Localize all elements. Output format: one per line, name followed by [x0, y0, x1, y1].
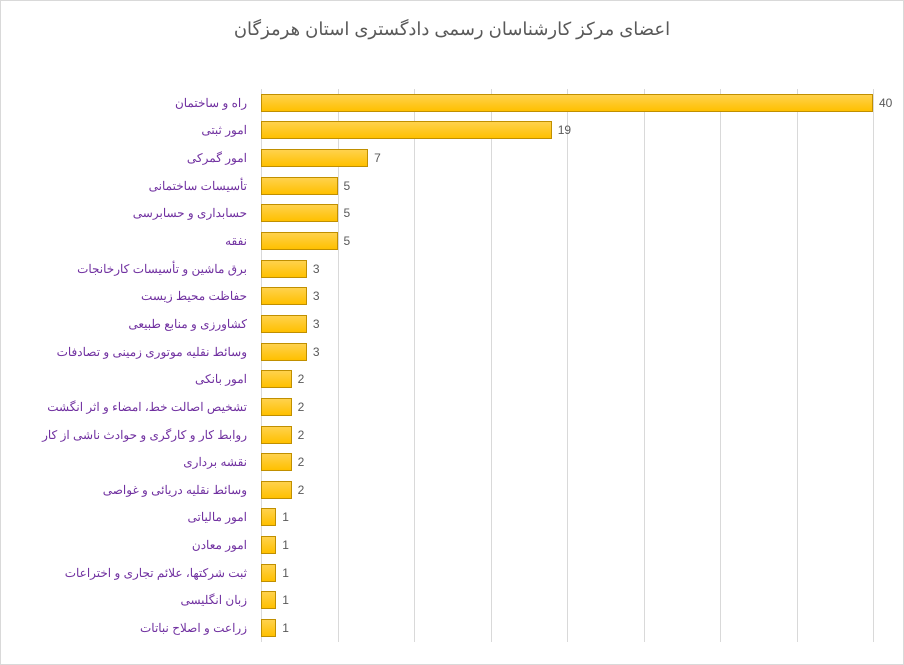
y-axis-label: امور مالیاتی: [1, 508, 253, 526]
y-axis-label: وسائط نقلیه موتوری زمینی و تصادفات: [1, 343, 253, 361]
y-axis-label: حسابداری و حسابرسی: [1, 204, 253, 222]
bar-row: 3: [261, 287, 873, 305]
bar-row: 3: [261, 260, 873, 278]
bar: [261, 343, 307, 361]
chart-container: اعضای مرکز کارشناسان رسمی دادگستری استان…: [0, 0, 904, 665]
value-label: 7: [374, 151, 381, 165]
value-label: 19: [558, 123, 571, 137]
value-label: 1: [282, 566, 289, 580]
value-label: 40: [879, 96, 892, 110]
y-axis-label: روابط کار و کارگری و حوادث ناشی از کار: [1, 426, 253, 444]
bar-row: 3: [261, 343, 873, 361]
y-axis-labels: راه و ساختمان امور ثبتی امور گمرکی تأسیسات …: [1, 89, 253, 642]
bar: [261, 591, 276, 609]
bar: [261, 508, 276, 526]
value-label: 1: [282, 621, 289, 635]
bar-row: 2: [261, 370, 873, 388]
bar-row: 2: [261, 453, 873, 471]
value-label: 3: [313, 317, 320, 331]
bar: [261, 315, 307, 333]
bar: [261, 177, 338, 195]
bar-row: 2: [261, 481, 873, 499]
chart-title: اعضای مرکز کارشناسان رسمی دادگستری استان…: [1, 1, 903, 48]
y-axis-label: کشاورزی و منابع طبیعی: [1, 315, 253, 333]
value-label: 5: [344, 234, 351, 248]
y-axis-label: امور ثبتی: [1, 121, 253, 139]
bar: [261, 453, 292, 471]
bar-row: 1: [261, 564, 873, 582]
value-label: 2: [298, 372, 305, 386]
bar-row: 1: [261, 591, 873, 609]
y-axis-label: وسائط نقلیه دریائی و غواصی: [1, 481, 253, 499]
bar-row: 5: [261, 232, 873, 250]
y-axis-label: زراعت و اصلاح نباتات: [1, 619, 253, 637]
bar: [261, 536, 276, 554]
bar: [261, 287, 307, 305]
bars-group: 4019755533332222211111: [261, 89, 873, 642]
value-label: 2: [298, 400, 305, 414]
value-label: 1: [282, 510, 289, 524]
bar: [261, 564, 276, 582]
value-label: 2: [298, 483, 305, 497]
y-axis-label: تشخیص اصالت خط، امضاء و اثر انگشت: [1, 398, 253, 416]
value-label: 3: [313, 289, 320, 303]
bar-row: 40: [261, 94, 873, 112]
bar-row: 3: [261, 315, 873, 333]
bar: [261, 149, 368, 167]
bar-row: 1: [261, 619, 873, 637]
y-axis-label: نقشه برداری: [1, 453, 253, 471]
y-axis-label: امور معادن: [1, 536, 253, 554]
value-label: 3: [313, 262, 320, 276]
value-label: 2: [298, 455, 305, 469]
bar-row: 5: [261, 204, 873, 222]
bar-row: 1: [261, 508, 873, 526]
y-axis-label: ثبت شرکتها، علائم تجاری و اختراعات: [1, 564, 253, 582]
plot-area: 4019755533332222211111: [261, 89, 873, 642]
bar-row: 19: [261, 121, 873, 139]
value-label: 1: [282, 538, 289, 552]
bar: [261, 370, 292, 388]
bar: [261, 232, 338, 250]
bar: [261, 260, 307, 278]
bar: [261, 426, 292, 444]
value-label: 1: [282, 593, 289, 607]
bar-row: 1: [261, 536, 873, 554]
value-label: 3: [313, 345, 320, 359]
bar-row: 2: [261, 398, 873, 416]
bar: [261, 204, 338, 222]
y-axis-label: راه و ساختمان: [1, 94, 253, 112]
bar: [261, 121, 552, 139]
bar: [261, 94, 873, 112]
value-label: 2: [298, 428, 305, 442]
y-axis-label: تأسیسات ساختمانی: [1, 177, 253, 195]
bar-row: 2: [261, 426, 873, 444]
y-axis-label: نفقه: [1, 232, 253, 250]
bar: [261, 481, 292, 499]
y-axis-label: امور گمرکی: [1, 149, 253, 167]
y-axis-label: زبان انگلیسی: [1, 591, 253, 609]
bar-row: 5: [261, 177, 873, 195]
value-label: 5: [344, 179, 351, 193]
y-axis-label: حفاظت محیط زیست: [1, 287, 253, 305]
gridline: [873, 89, 874, 642]
y-axis-label: برق ماشین و تأسیسات کارخانجات: [1, 260, 253, 278]
bar: [261, 619, 276, 637]
bar: [261, 398, 292, 416]
value-label: 5: [344, 206, 351, 220]
y-axis-label: امور بانکی: [1, 370, 253, 388]
bar-row: 7: [261, 149, 873, 167]
